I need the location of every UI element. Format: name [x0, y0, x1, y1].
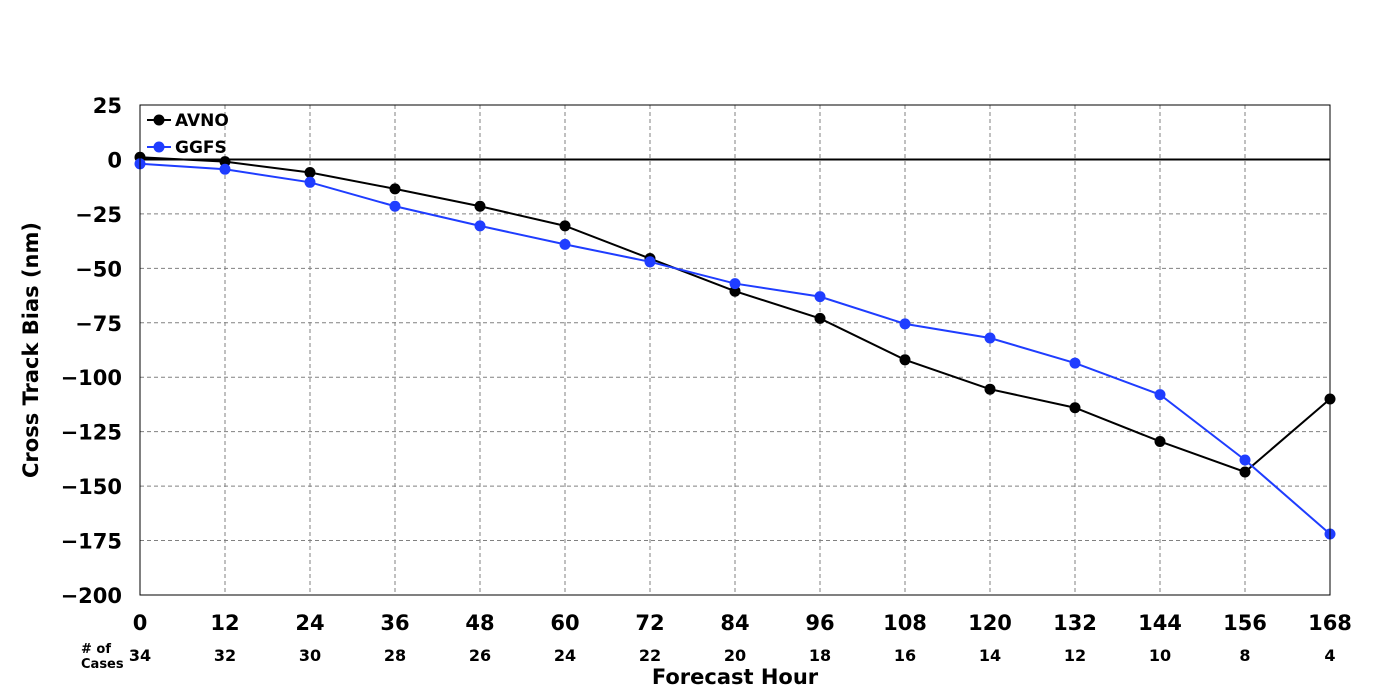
case-count: 14: [979, 646, 1001, 665]
legend-marker: [153, 141, 165, 153]
data-point: [729, 285, 741, 297]
data-point: [1069, 402, 1081, 414]
y-tick-labels: 25 0 −25 −50 −75 −100 −125 −150 −175 −200: [61, 94, 122, 608]
y-tick-label: 25: [93, 94, 122, 118]
case-count: 8: [1239, 646, 1250, 665]
series-ggfs: [134, 158, 1336, 540]
cases-header: # of Cases: [81, 642, 124, 672]
data-point: [1154, 389, 1166, 401]
data-point: [1239, 454, 1251, 466]
case-count: 24: [554, 646, 576, 665]
y-tick-label: −125: [61, 421, 122, 445]
y-tick-label: −200: [61, 584, 122, 608]
case-count: 4: [1324, 646, 1335, 665]
data-point: [1239, 466, 1251, 478]
case-counts: 34 32 30 28 26 24 22 20 18 16 14 12 10 8 4: [129, 646, 1336, 665]
data-point: [559, 220, 571, 232]
y-tick-label: 0: [107, 148, 122, 172]
plot-area-frame: [139, 104, 1331, 596]
case-count: 34: [129, 646, 151, 665]
data-point: [559, 238, 571, 250]
data-point: [729, 278, 741, 290]
data-point: [389, 183, 401, 195]
x-tick-label: 156: [1223, 611, 1267, 635]
data-point: [219, 163, 231, 175]
x-tick-labels: 0 12 24 36 48 60 72 84 96 108 120 132 144 156 168: [133, 611, 1352, 635]
data-point: [899, 318, 911, 330]
data-point: [1069, 357, 1081, 369]
y-tick-label: −100: [61, 366, 122, 390]
case-count: 28: [384, 646, 406, 665]
y-tick-label: −75: [75, 312, 122, 336]
x-tick-label: 168: [1308, 611, 1352, 635]
series-lines: [134, 151, 1336, 540]
data-point: [1154, 435, 1166, 447]
data-point: [899, 354, 911, 366]
y-tick-label: −150: [61, 475, 122, 499]
legend: AVNO GGFS: [147, 111, 229, 158]
data-point: [984, 383, 996, 395]
legend-item: AVNO: [147, 111, 229, 131]
x-tick-label: 96: [805, 611, 834, 635]
case-count: 26: [469, 646, 491, 665]
legend-label: GGFS: [175, 138, 227, 158]
case-count: 16: [894, 646, 916, 665]
data-point: [304, 176, 316, 188]
y-tick-label: −175: [61, 530, 122, 554]
y-tick-label: −25: [75, 203, 122, 227]
data-point: [389, 200, 401, 212]
y-tick-label: −50: [75, 257, 122, 281]
data-point: [474, 220, 486, 232]
x-tick-label: 120: [968, 611, 1012, 635]
case-count: 30: [299, 646, 321, 665]
case-count: 22: [639, 646, 661, 665]
x-tick-label: 84: [720, 611, 749, 635]
x-tick-label: 48: [465, 611, 494, 635]
x-tick-label: 108: [883, 611, 927, 635]
data-point: [644, 256, 656, 268]
grid-lines: [140, 105, 1330, 595]
y-axis-title: Cross Track Bias (nm): [19, 222, 43, 478]
x-tick-label: 60: [550, 611, 579, 635]
data-point: [984, 332, 996, 344]
case-count: 18: [809, 646, 831, 665]
data-point: [814, 291, 826, 303]
data-point: [304, 167, 316, 179]
x-tick-label: 132: [1053, 611, 1097, 635]
case-count: 10: [1149, 646, 1171, 665]
data-point: [814, 312, 826, 324]
case-count: 12: [1064, 646, 1086, 665]
x-tick-label: 72: [635, 611, 664, 635]
x-tick-label: 24: [295, 611, 324, 635]
x-axis-title: Forecast Hour: [652, 665, 819, 689]
x-tick-label: 144: [1138, 611, 1182, 635]
x-tick-label: 36: [380, 611, 409, 635]
legend-item: GGFS: [147, 138, 227, 158]
x-tick-label: 0: [133, 611, 148, 635]
data-point: [219, 156, 231, 168]
case-count: 20: [724, 646, 746, 665]
case-count: 32: [214, 646, 236, 665]
legend-marker: [153, 114, 165, 126]
data-point: [474, 200, 486, 212]
legend-label: AVNO: [175, 111, 229, 131]
x-tick-label: 12: [210, 611, 239, 635]
